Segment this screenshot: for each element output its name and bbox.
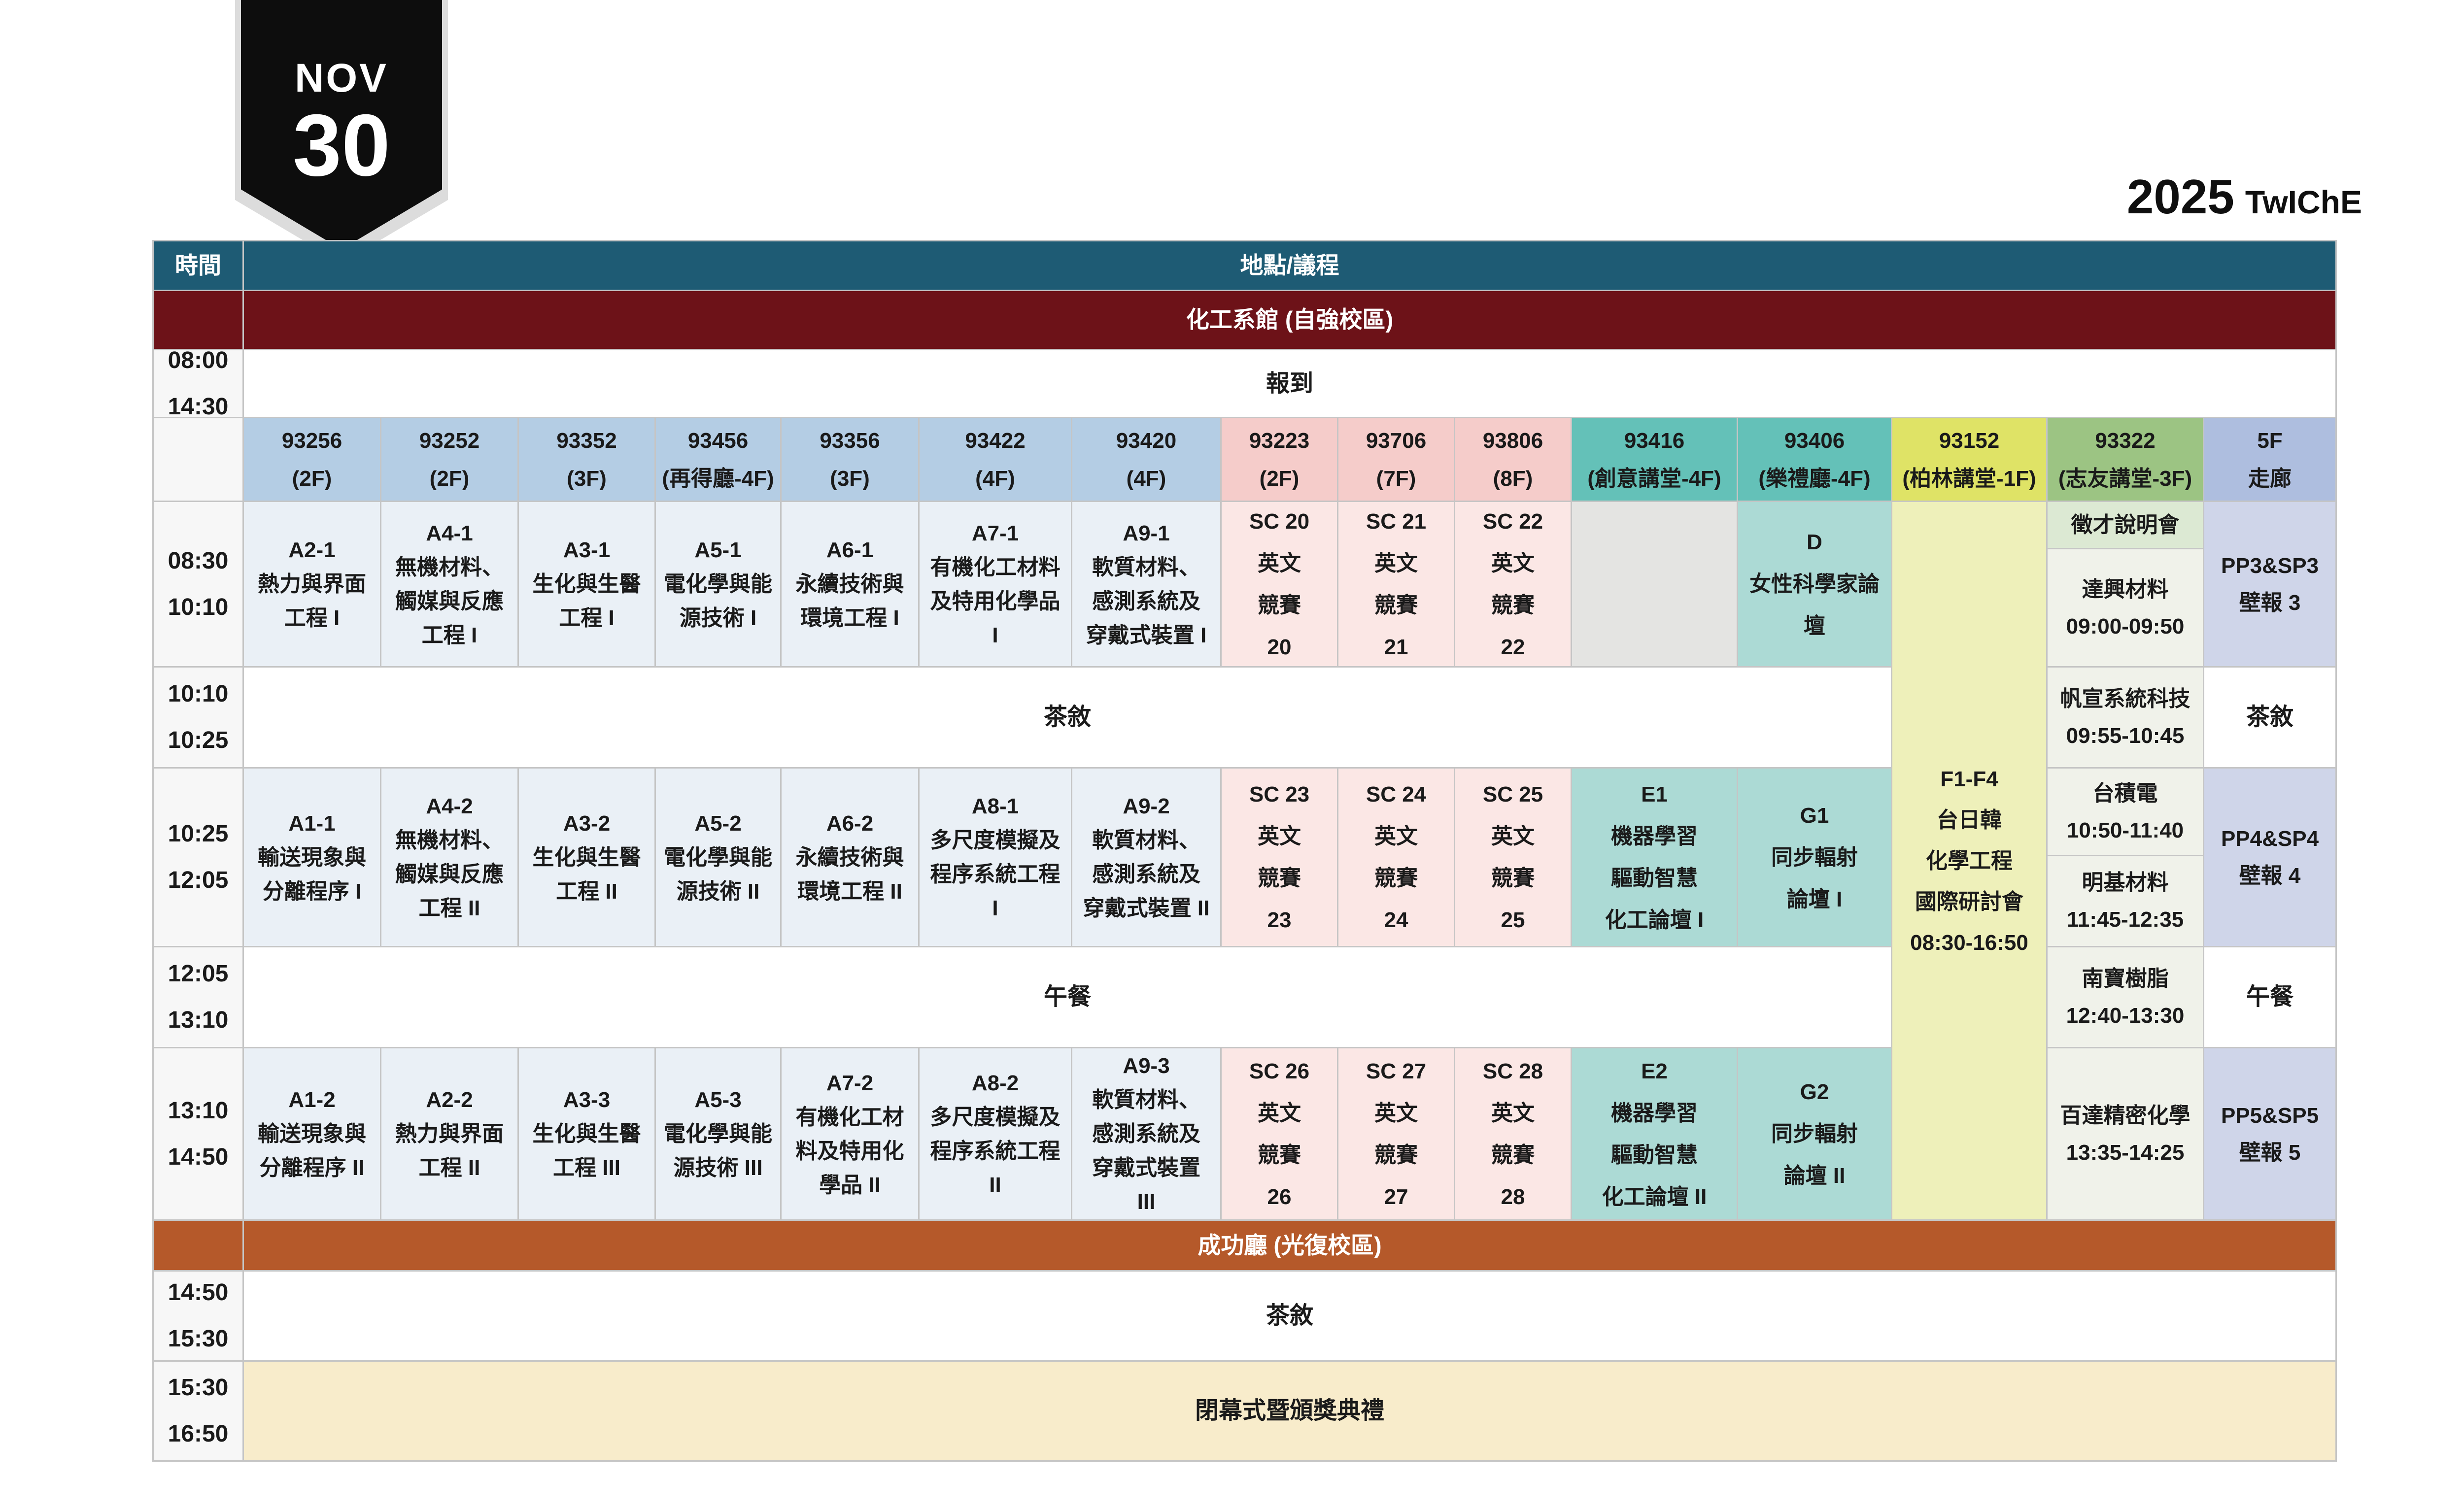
cell-sc23: SC 23 英文 競賽 23 xyxy=(1222,769,1337,946)
time-1530: 15:30 16:50 xyxy=(154,1362,242,1460)
cell-a1-1: A1-1 輸送現象與 分離程序 I xyxy=(244,769,380,946)
date-pennant: NOV 30 xyxy=(241,0,442,249)
building-2: 成功廳 (光復校區) xyxy=(244,1221,2335,1270)
time-1010: 10:10 10:25 xyxy=(154,668,242,767)
time-1450: 14:50 15:30 xyxy=(154,1272,242,1360)
cell-sc25: SC 25 英文 競賽 25 xyxy=(1455,769,1571,946)
cell-a8-1: A8-1 多尺度模擬及 程序系統工程 I xyxy=(920,769,1071,946)
cell-pp4: PP4&SP4 壁報 4 xyxy=(2204,769,2335,946)
colhead-93422: 93422 (4F) xyxy=(920,418,1071,501)
cell-daxin: 達興材料 09:00-09:50 xyxy=(2048,549,2203,666)
cell-g1: G1 同步輻射 論壇 I xyxy=(1738,769,1891,946)
schedule-grid: 時間 地點/議程 化工系館 (自強校區) 08:00 14:30 報到 93256 (2F) 9… xyxy=(152,240,2337,1462)
title-brand: TwIChE xyxy=(2245,184,2362,220)
tea-break-1b: 茶敘 xyxy=(2204,668,2335,767)
cell-sc20: SC 20 英文 競賽 20 xyxy=(1222,502,1337,666)
colhead-5f: 5F 走廊 xyxy=(2204,418,2335,501)
pennant-month: NOV xyxy=(295,56,388,101)
colhead-93416: 93416 (創意講堂-4F) xyxy=(1572,418,1737,501)
title-year: 2025 xyxy=(2126,169,2234,224)
cell-benq: 明基材料 11:45-12:35 xyxy=(2048,856,2203,946)
cell-mirle: 帆宣系統科技 09:55-10:45 xyxy=(2048,668,2203,767)
closing: 閉幕式暨頒獎典禮 xyxy=(244,1362,2335,1460)
colhead-93406: 93406 (樂禮廳-4F) xyxy=(1738,418,1891,501)
cell-g2: G2 同步輻射 論壇 II xyxy=(1738,1048,1891,1219)
cell-pp5: PP5&SP5 壁報 5 xyxy=(2204,1048,2335,1219)
cell-a9-2: A9-2 軟質材料、 感測系統及 穿戴式裝置 II xyxy=(1072,769,1220,946)
cell-a4-2: A4-2 無機材料、 觸媒與反應 工程 II xyxy=(381,769,517,946)
cell-a2-1: A2-1 熱力與界面 工程 I xyxy=(244,502,380,666)
cell-sc22: SC 22 英文 競賽 22 xyxy=(1455,502,1571,666)
cell-f1-f4: F1-F4 台日韓 化學工程 國際研討會 08:30-16:50 xyxy=(1892,502,2046,1219)
cell-a5-2: A5-2 電化學與能 源技術 II xyxy=(656,769,780,946)
cell-a9-3: A9-3 軟質材料、 感測系統及 穿戴式裝置 III xyxy=(1072,1048,1220,1219)
colhead-93252: 93252 (2F) xyxy=(381,418,517,501)
cell-recruit: 徵才說明會 xyxy=(2048,502,2203,548)
cell-sc24: SC 24 英文 競賽 24 xyxy=(1338,769,1454,946)
cell-a5-1: A5-1 電化學與能 源技術 I xyxy=(656,502,780,666)
colhead-93256: 93256 (2F) xyxy=(244,418,380,501)
colhead-93223: 93223 (2F) xyxy=(1222,418,1337,501)
venue-header: 地點/議程 xyxy=(244,241,2335,290)
lunch-1: 午餐 xyxy=(244,947,1891,1047)
cell-sc28: SC 28 英文 競賽 28 xyxy=(1455,1048,1571,1219)
tea-break-1: 茶敘 xyxy=(244,668,1891,767)
colhead-93356: 93356 (3F) xyxy=(782,418,918,501)
cell-a6-1: A6-1 永續技術與 環境工程 I xyxy=(782,502,918,666)
colhead-93322: 93322 (志友講堂-3F) xyxy=(2048,418,2203,501)
cell-sc27: SC 27 英文 競賽 27 xyxy=(1338,1048,1454,1219)
cell-a3-1: A3-1 生化與生醫 工程 I xyxy=(519,502,654,666)
cell-sc21: SC 21 英文 競賽 21 xyxy=(1338,502,1454,666)
cell-a4-1: A4-1 無機材料、 觸媒與反應 工程 I xyxy=(381,502,517,666)
pennant-day: 30 xyxy=(293,96,390,194)
cell-pp3: PP3&SP3 壁報 3 xyxy=(2204,502,2335,666)
cell-a2-2: A2-2 熱力與界面 工程 II xyxy=(381,1048,517,1219)
colhead-93352: 93352 (3F) xyxy=(519,418,654,501)
cell-nanpao: 南寶樹脂 12:40-13:30 xyxy=(2048,947,2203,1047)
time-1205: 12:05 13:10 xyxy=(154,947,242,1047)
tea-break-2: 茶敘 xyxy=(244,1272,2335,1360)
registration: 報到 xyxy=(244,350,2335,417)
cell-pidc: 百達精密化學 13:35-14:25 xyxy=(2048,1048,2203,1219)
cell-e1: E1 機器學習 驅動智慧 化工論壇 I xyxy=(1572,769,1737,946)
colhead-93152: 93152 (柏林講堂-1F) xyxy=(1892,418,2046,501)
cell-d-forum: D 女性科學家論壇 xyxy=(1738,502,1891,666)
cell-a5-3: A5-3 電化學與能 源技術 III xyxy=(656,1048,780,1219)
time-1025: 10:25 12:05 xyxy=(154,769,242,946)
cell-sc26: SC 26 英文 競賽 26 xyxy=(1222,1048,1337,1219)
colhead-93706: 93706 (7F) xyxy=(1338,418,1454,501)
cell-a7-2: A7-2 有機化工材 料及特用化 學品 II xyxy=(782,1048,918,1219)
building-2-time xyxy=(154,1221,242,1270)
cell-a1-2: A1-2 輸送現象與 分離程序 II xyxy=(244,1048,380,1219)
cell-a3-3: A3-3 生化與生醫 工程 III xyxy=(519,1048,654,1219)
cell-a3-2: A3-2 生化與生醫 工程 II xyxy=(519,769,654,946)
cell-a6-2: A6-2 永續技術與 環境工程 II xyxy=(782,769,918,946)
cell-a9-1: A9-1 軟質材料、 感測系統及 穿戴式裝置 I xyxy=(1072,502,1220,666)
time-1310: 13:10 14:50 xyxy=(154,1048,242,1219)
lunch-1b: 午餐 xyxy=(2204,947,2335,1047)
cell-a7-1: A7-1 有機化工材料 及特用化學品 I xyxy=(920,502,1071,666)
building-1-time xyxy=(154,291,242,349)
colhead-93420: 93420 (4F) xyxy=(1072,418,1220,501)
time-0830: 08:30 10:10 xyxy=(154,502,242,666)
page-title: 2025 TwIChE xyxy=(2127,172,2362,221)
building-1: 化工系館 (自強校區) xyxy=(244,291,2335,349)
colhead-blank xyxy=(154,418,242,501)
cell-tsmc: 台積電 10:50-11:40 xyxy=(2048,769,2203,855)
colhead-93456: 93456 (再得廳-4F) xyxy=(656,418,780,501)
colhead-93806: 93806 (8F) xyxy=(1455,418,1571,501)
time-header: 時間 xyxy=(154,241,242,290)
cell-93416-empty xyxy=(1572,502,1737,666)
cell-a8-2: A8-2 多尺度模擬及 程序系統工程 II xyxy=(920,1048,1071,1219)
time-registration: 08:00 14:30 xyxy=(154,347,242,420)
cell-e2: E2 機器學習 驅動智慧 化工論壇 II xyxy=(1572,1048,1737,1219)
